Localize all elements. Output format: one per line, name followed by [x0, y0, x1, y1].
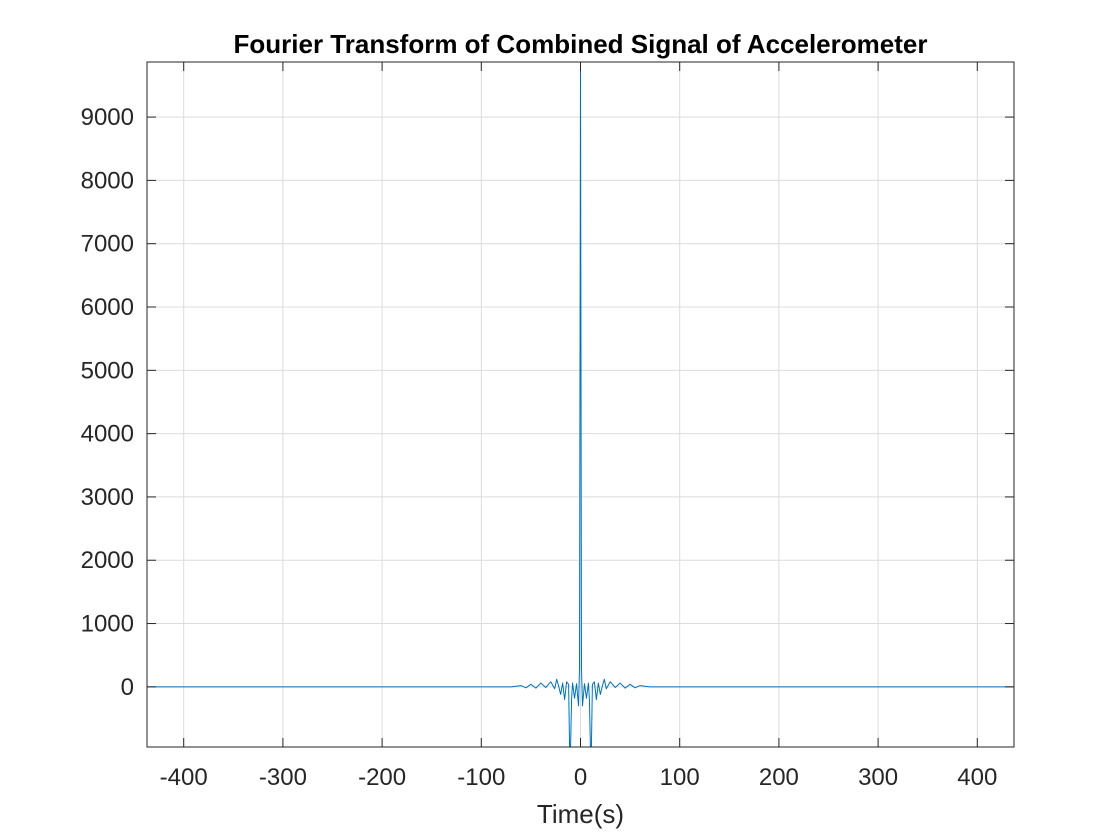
x-tick-label: 200 [759, 764, 799, 791]
series-layer [147, 62, 1014, 747]
y-tick-label: 7000 [81, 231, 134, 258]
x-tick-label: 400 [957, 764, 997, 791]
chart-title: Fourier Transform of Combined Signal of … [234, 29, 928, 59]
y-tick-label: 1000 [81, 611, 134, 638]
x-axis-label: Time(s) [537, 799, 624, 829]
tick-layer: -400 -300 -200 -100 0 100 200 300 40001000200030… [81, 62, 1014, 791]
y-tick-label: 3000 [81, 484, 134, 511]
series-line [147, 62, 1014, 747]
y-tick-label: 2000 [81, 547, 134, 574]
y-tick-label: 5000 [81, 357, 134, 384]
y-tick-label: 0 [121, 674, 134, 701]
x-tick-label: 0 [574, 764, 587, 791]
x-tick-label: -200 [358, 764, 406, 791]
x-tick-label: 300 [858, 764, 898, 791]
x-tick-label: -300 [259, 764, 307, 791]
x-tick-label: 100 [660, 764, 700, 791]
y-tick-label: 4000 [81, 421, 134, 448]
x-tick-label: -100 [457, 764, 505, 791]
x-tick-label: -400 [160, 764, 208, 791]
y-tick-label: 9000 [81, 104, 134, 131]
y-tick-label: 6000 [81, 294, 134, 321]
y-tick-label: 8000 [81, 167, 134, 194]
